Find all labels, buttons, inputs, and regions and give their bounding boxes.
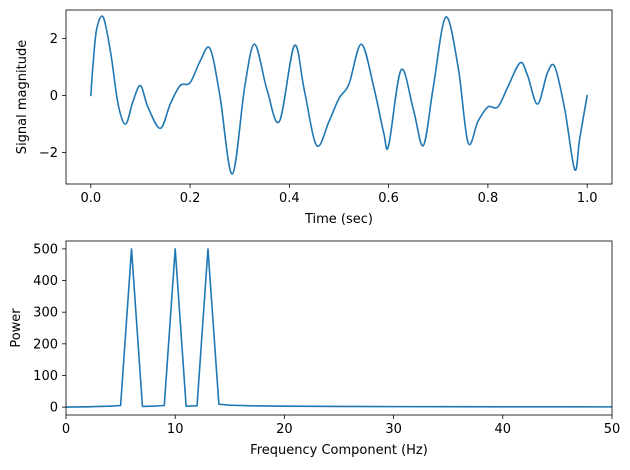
time-signal-series-line [90, 15, 588, 175]
time-signal-y-tick-label: 2 [50, 32, 58, 47]
power-spectrum-x-tick-label: 10 [167, 422, 184, 437]
power-spectrum-x-tick-label: 50 [604, 422, 621, 437]
power-spectrum-x-tick-label: 30 [385, 422, 402, 437]
time-signal-x-tick-label: 0.4 [279, 191, 300, 206]
power-spectrum-y-tick-label: 100 [33, 369, 58, 384]
power-spectrum-x-tick-label: 0 [62, 422, 70, 437]
power-spectrum-y-tick-label: 300 [33, 306, 58, 321]
time-signal-panel: 0.0 0.2 0.4 0.6 0.8 1.0 −2 0 2 Time (sec) Signal… [15, 9, 613, 227]
power-spectrum-y-tick-label: 500 [33, 242, 58, 257]
power-spectrum-axes-frame [65, 240, 613, 416]
time-signal-x-tick-label: 0.2 [180, 191, 201, 206]
time-signal-y-tick-label: 0 [50, 89, 58, 104]
power-spectrum-x-tick-label: 20 [276, 422, 293, 437]
time-signal-x-tick-label: 1.0 [577, 191, 598, 206]
power-spectrum-x-tick-label: 40 [495, 422, 512, 437]
time-signal-y-tick-label: −2 [39, 146, 58, 161]
time-signal-x-axis-label: Time (sec) [304, 212, 373, 227]
time-signal-x-tick-label: 0.0 [80, 191, 101, 206]
time-signal-x-tick-label: 0.8 [478, 191, 499, 206]
power-spectrum-y-tick-label: 0 [50, 401, 58, 416]
power-spectrum-series-line [66, 248, 612, 408]
time-signal-lines [90, 15, 588, 175]
power-spectrum-y-axis-label: Power [9, 308, 24, 348]
time-signal-axes-frame [65, 9, 613, 185]
power-spectrum-lines [66, 248, 612, 408]
power-spectrum-y-tick-label: 400 [33, 274, 58, 289]
time-signal-x-tick-label: 0.6 [378, 191, 399, 206]
time-signal-y-axis-label: Signal magnitude [15, 40, 30, 154]
power-spectrum-x-axis-label: Frequency Component (Hz) [250, 443, 428, 458]
time-signal-ticks: 0.0 0.2 0.4 0.6 0.8 1.0 −2 0 2 [39, 32, 598, 206]
power-spectrum-y-tick-label: 200 [33, 337, 58, 352]
